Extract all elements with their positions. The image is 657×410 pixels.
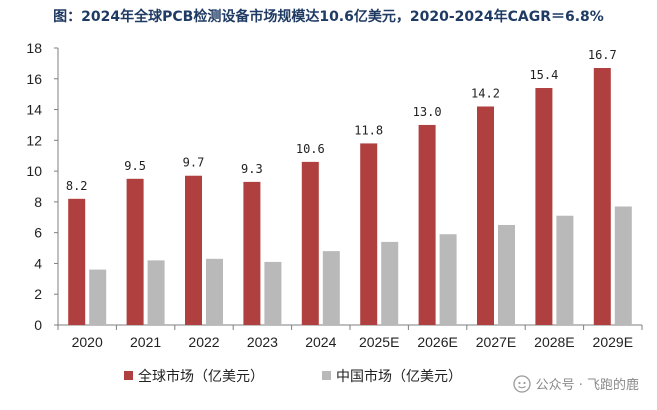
bar-china-2021 <box>147 260 165 325</box>
bar-china-2022 <box>206 258 223 325</box>
data-label-global-2025E: 11.8 <box>354 123 383 137</box>
x-tick-label: 2028E <box>534 334 574 350</box>
data-label-global-2022: 9.7 <box>183 156 205 170</box>
y-tick-label: 2 <box>34 286 42 302</box>
bar-china-2027E <box>498 224 515 325</box>
bar-global-2028E <box>535 88 553 325</box>
legend-china-label: 中国市场（亿美元） <box>336 368 462 385</box>
bar-china-2029E <box>614 206 632 325</box>
bar-global-2029E <box>593 68 611 325</box>
chart-title: 图：2024年全球PCB检测设备市场规模达10.6亿美元，2020-2024年C… <box>53 9 604 25</box>
x-tick-label: 2020 <box>72 334 103 350</box>
y-tick-label: 4 <box>34 255 42 271</box>
watermark-text: 公众号 · 飞跑的鹿 <box>535 378 639 393</box>
legend-global-label: 全球市场（亿美元） <box>138 368 264 385</box>
y-tick-label: 0 <box>34 317 42 333</box>
x-tick-label: 2022 <box>188 334 219 350</box>
legend-global-swatch <box>124 371 133 380</box>
x-tick-label: 2024 <box>305 334 336 350</box>
y-tick-label: 6 <box>34 225 42 241</box>
y-tick-label: 12 <box>26 132 42 148</box>
data-label-global-2020: 8.2 <box>66 179 88 193</box>
bar-china-2024 <box>322 251 340 325</box>
data-label-global-2021: 9.5 <box>124 159 146 173</box>
x-tick-label: 2029E <box>593 334 633 350</box>
y-tick-label: 18 <box>26 40 42 56</box>
legend-china-swatch <box>322 371 331 380</box>
data-label-global-2029E: 16.7 <box>588 48 617 62</box>
bar-china-2028E <box>556 215 574 325</box>
bar-global-2021 <box>126 178 144 325</box>
bar-global-2022 <box>185 175 202 325</box>
data-label-global-2028E: 15.4 <box>529 68 558 82</box>
bar-global-2025E <box>360 143 378 325</box>
data-label-global-2027E: 14.2 <box>471 86 500 100</box>
bar-global-2027E <box>477 106 494 325</box>
data-label-global-2024: 10.6 <box>296 142 325 156</box>
bar-china-2020 <box>89 269 107 325</box>
y-tick-label: 16 <box>26 71 42 87</box>
x-tick-label: 2025E <box>359 334 399 350</box>
x-tick-label: 2027E <box>476 334 516 350</box>
wechat-icon <box>512 374 531 393</box>
bar-global-2024 <box>301 161 319 325</box>
x-tick-label: 2023 <box>247 334 278 350</box>
y-tick-label: 10 <box>26 163 42 179</box>
bar-global-2023 <box>243 181 261 325</box>
watermark: 公众号 · 飞跑的鹿 <box>512 374 639 393</box>
data-label-global-2023: 9.3 <box>241 162 263 176</box>
bar-china-2025E <box>381 241 399 325</box>
y-tick-label: 8 <box>34 194 42 210</box>
x-tick-label: 2026E <box>417 334 457 350</box>
y-tick-label: 14 <box>26 102 42 118</box>
bar-global-2020 <box>68 198 86 325</box>
data-label-global-2026E: 13.0 <box>413 105 442 119</box>
bar-china-2023 <box>264 261 282 325</box>
bar-china-2026E <box>439 234 457 325</box>
x-tick-label: 2021 <box>130 334 161 350</box>
bar-global-2026E <box>418 124 436 325</box>
